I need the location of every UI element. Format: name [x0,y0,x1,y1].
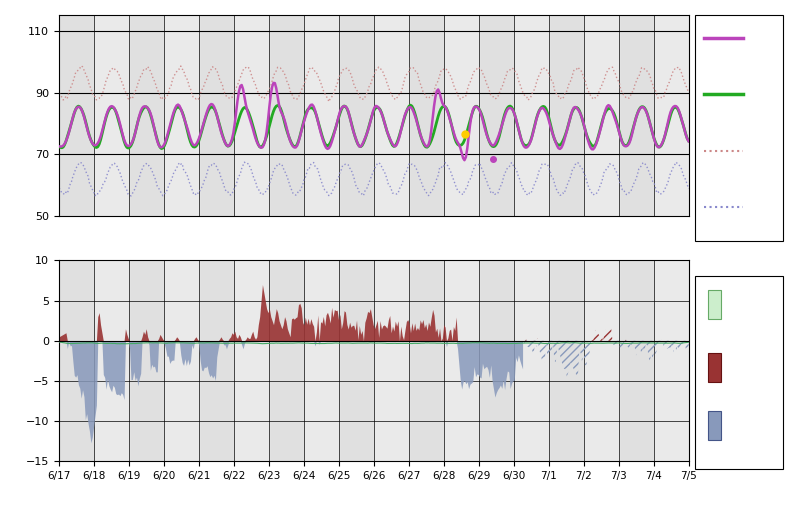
Bar [164,15,199,216]
Bar [234,261,269,461]
Bar [304,261,339,461]
Bar [444,15,478,216]
Bar [695,276,783,469]
Bar [444,261,478,461]
Bar [708,290,722,319]
Bar [514,261,549,461]
Bar [514,15,549,216]
Bar [94,15,129,216]
Bar [164,261,199,461]
Bar [94,261,129,461]
Bar [304,15,339,216]
Bar [654,261,689,461]
Bar [374,15,408,216]
Bar [584,261,619,461]
Bar [374,261,408,461]
Bar [708,411,722,440]
Bar [695,15,783,241]
Bar [234,15,269,216]
Bar [708,353,722,382]
Bar [584,15,619,216]
Bar [654,15,689,216]
